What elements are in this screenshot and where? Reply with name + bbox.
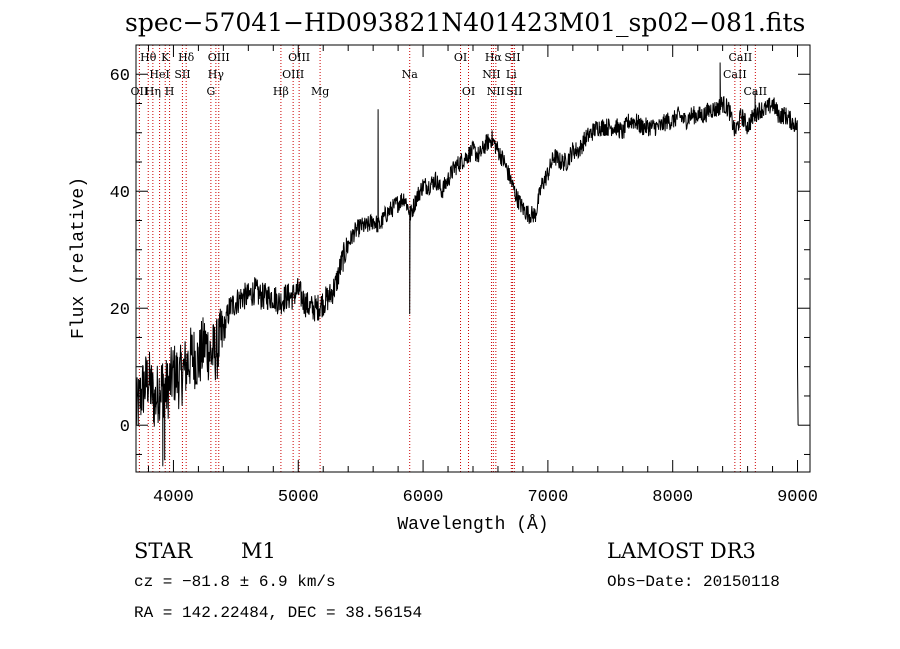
observation-date: Obs−Date: 20150118	[607, 573, 780, 591]
line-marker-label-0: OII	[131, 85, 149, 98]
x-tick-label-3: 7000	[527, 488, 568, 507]
line-marker-labels: OII Hθ Hη HeI K H SII Hδ G Hγ OIII Hβ OIII OIII Mg Na OI…	[131, 51, 768, 98]
line-marker-label-16: OI	[454, 51, 467, 64]
redshift-cz: cz = −81.8 ± 6.9 km/s	[134, 573, 336, 591]
line-marker-label-13: OIII	[288, 51, 310, 64]
y-tick-label-3: 60	[110, 67, 130, 86]
line-marker-label-5: H	[165, 85, 175, 98]
line-marker-label-9: Hγ	[208, 68, 225, 81]
line-marker-label-17: OI	[462, 85, 475, 98]
x-tick-label-2: 6000	[403, 488, 444, 507]
x-tick-label-4: 8000	[652, 488, 693, 507]
line-marker-label-14: Mg	[311, 85, 329, 98]
line-marker-label-23: SII	[506, 85, 522, 98]
axis-tick-labels: 4000 5000 6000 7000 8000 9000 0 20 40 60	[110, 67, 818, 507]
y-tick-label-2: 40	[110, 184, 130, 203]
line-marker-label-21: Li	[506, 68, 517, 81]
line-marker-label-2: Hη	[145, 85, 161, 98]
line-marker-label-15: Na	[402, 68, 419, 81]
y-tick-label-1: 20	[110, 301, 130, 320]
line-marker-label-24: CaII	[723, 68, 747, 81]
line-marker-label-7: Hδ	[178, 51, 195, 64]
line-marker-label-3: HeI	[149, 68, 169, 81]
survey-label: LAMOST DR3	[607, 539, 756, 563]
ra-dec-coordinates: RA = 142.22484, DEC = 38.56154	[134, 604, 423, 622]
line-marker-label-1: Hθ	[140, 51, 157, 64]
line-marker-label-6: SII	[174, 68, 190, 81]
spectral-subclass: M1	[241, 539, 276, 563]
line-marker-label-20: NII	[487, 85, 505, 98]
line-marker-label-18: NII	[482, 68, 500, 81]
line-marker-label-22: SII	[504, 51, 520, 64]
x-axis-label: Wavelength (Å)	[397, 514, 548, 535]
line-marker-label-26: CaII	[743, 85, 767, 98]
spectrum-series	[135, 62, 799, 467]
object-type: STAR	[134, 539, 193, 563]
spectrum-line	[135, 62, 799, 467]
line-marker-label-12: OIII	[282, 68, 304, 81]
line-markers	[138, 45, 756, 472]
line-marker-label-19: Hα	[485, 51, 503, 64]
y-tick-label-0: 0	[120, 418, 130, 437]
line-marker-label-10: OIII	[208, 51, 230, 64]
axis-ticks	[136, 44, 810, 472]
line-marker-label-11: Hβ	[273, 85, 289, 98]
x-tick-label-1: 5000	[278, 488, 319, 507]
chart-title: spec−57041−HD093821N401423M01_sp02−081.f…	[125, 8, 806, 37]
y-axis-label: Flux (relative)	[69, 177, 89, 339]
line-marker-label-4: K	[161, 51, 170, 64]
x-tick-label-0: 4000	[153, 488, 194, 507]
line-marker-label-8: G	[206, 85, 215, 98]
x-tick-label-5: 9000	[777, 488, 818, 507]
line-marker-label-25: CaII	[729, 51, 753, 64]
